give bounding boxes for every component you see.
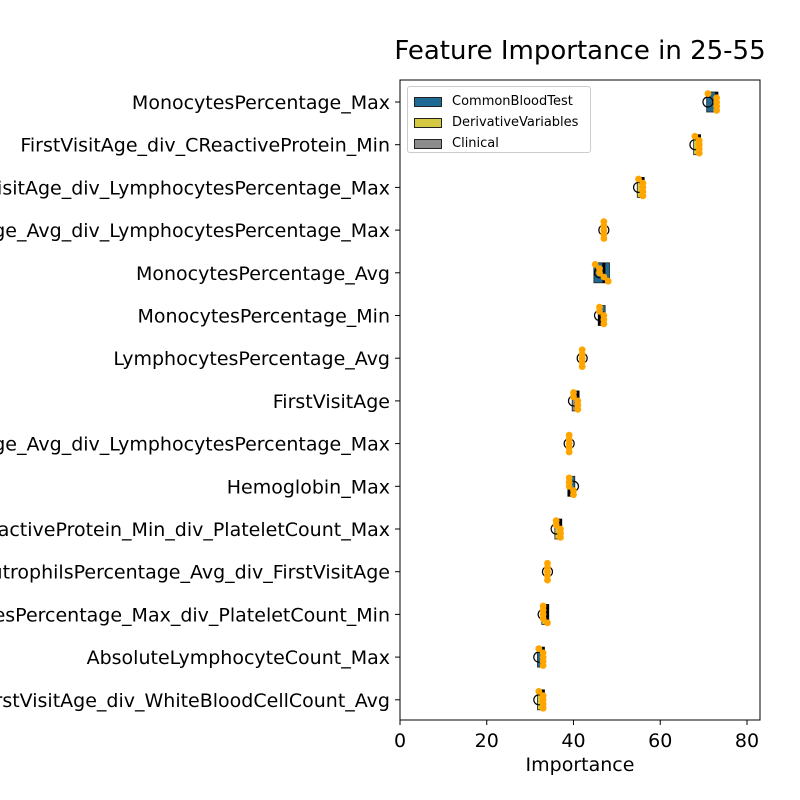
feature-label: FirstVisitAge_div_CReactiveProtein_Min xyxy=(20,135,390,157)
data-point xyxy=(557,534,564,541)
data-point xyxy=(565,448,573,456)
data-point xyxy=(600,273,608,281)
x-tick-label: 80 xyxy=(735,730,759,752)
feature-label: FirstVisitAge_div_LymphocytesPercentage_… xyxy=(0,177,390,199)
data-point xyxy=(539,662,547,669)
feature-label: MonocytesPercentage_Avg_div_LymphocytesP… xyxy=(0,434,390,456)
legend: CommonBloodTest DerivativeVariables Clin… xyxy=(407,86,591,153)
legend-swatch xyxy=(414,138,442,149)
feature-label: NeutrophilsPercentage_Avg_div_FirstVisit… xyxy=(0,562,390,584)
data-point xyxy=(600,235,608,242)
data-point xyxy=(713,107,721,114)
data-point xyxy=(578,363,586,370)
data-point xyxy=(565,482,573,490)
data-point xyxy=(635,175,642,183)
data-point xyxy=(591,261,599,268)
feature-label: FirstVisitAge xyxy=(273,391,390,413)
data-point xyxy=(695,149,703,157)
x-tick-label: 40 xyxy=(561,730,585,752)
data-point xyxy=(600,320,608,328)
legend-swatch xyxy=(414,117,442,128)
feature-label: AbsoluteLymphocyteCount_Max xyxy=(87,647,390,669)
data-point xyxy=(552,521,560,529)
legend-item-derivative-variables: DerivativeVariables xyxy=(414,112,590,133)
feature-label: CReactiveProtein_Min_div_PlateletCount_M… xyxy=(0,519,390,541)
data-point xyxy=(535,645,543,653)
feature-label: Hemoglobin_Max xyxy=(227,476,390,498)
feature-label: LymphocytesPercentage_Avg xyxy=(113,348,390,370)
data-point xyxy=(544,619,551,627)
x-axis-label: Importance xyxy=(526,754,635,776)
plot-frame xyxy=(399,79,761,721)
data-point xyxy=(691,132,699,140)
data-point xyxy=(544,576,551,584)
legend-item-common-blood-test: CommonBloodTest xyxy=(414,91,590,112)
data-point xyxy=(704,90,712,97)
chart-title: Feature Importance in 25-55 xyxy=(394,36,765,66)
legend-label: CommonBloodTest xyxy=(452,94,573,109)
mean-marker xyxy=(702,96,714,108)
x-tick-label: 20 xyxy=(475,730,499,752)
feature-label: MonocytesPercentage_Min xyxy=(137,306,390,328)
data-point xyxy=(539,704,547,712)
feature-label: MonocytesPercentage_Avg_div_LymphocytesP… xyxy=(0,220,390,242)
legend-label: DerivativeVariables xyxy=(452,115,579,130)
data-point xyxy=(539,615,547,622)
data-point xyxy=(570,491,577,499)
x-tick-label: 0 xyxy=(394,730,406,752)
x-tick-label: 60 xyxy=(648,730,672,752)
data-point xyxy=(535,688,543,695)
data-point xyxy=(574,405,582,413)
legend-item-clinical: Clinical xyxy=(414,133,590,154)
data-point xyxy=(604,277,612,285)
data-point xyxy=(639,192,647,200)
feature-label: MonocytesPercentage_Max xyxy=(132,92,390,114)
data-point xyxy=(570,393,577,401)
legend-swatch xyxy=(414,96,442,107)
legend-label: Clinical xyxy=(452,136,499,151)
data-point xyxy=(596,269,603,277)
feature-label: FirstVisitAge_div_WhiteBloodCellCount_Av… xyxy=(0,690,390,712)
feature-label: MonocytesPercentage_Avg xyxy=(136,263,390,285)
data-point xyxy=(596,307,603,315)
feature-label: LymphocytesPercentage_Max_div_PlateletCo… xyxy=(0,604,390,626)
